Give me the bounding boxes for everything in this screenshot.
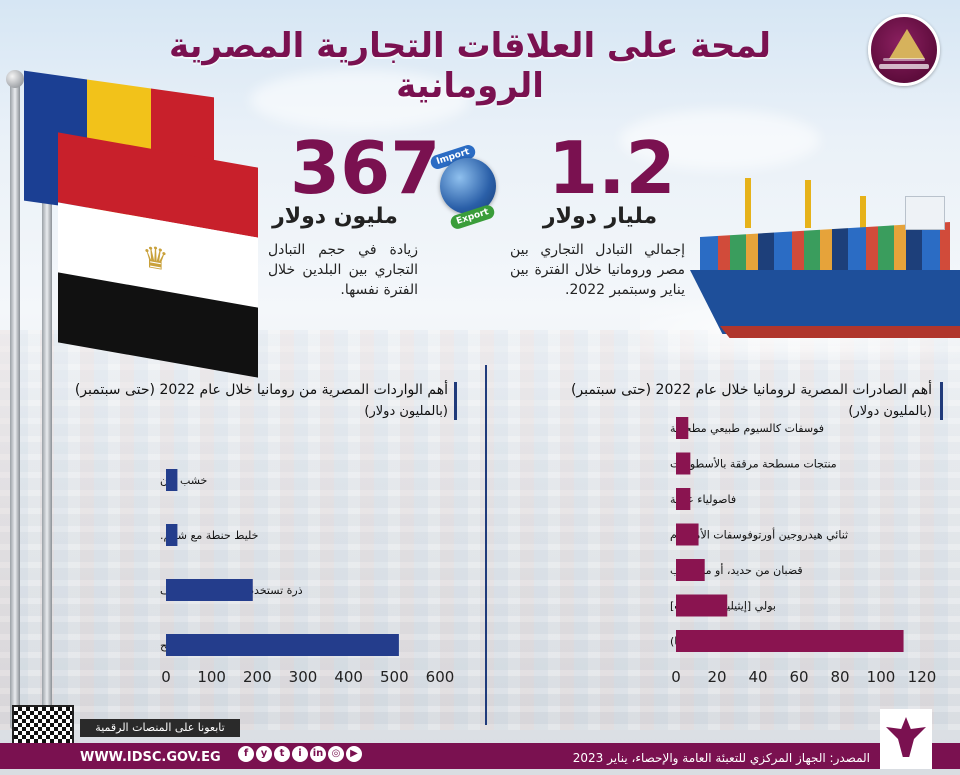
bar-label: منتجات مسطحة مرققة بالأسطوانات	[670, 457, 837, 471]
bar	[676, 417, 689, 439]
ship-hull	[690, 270, 960, 334]
exports-chart-title: أهم الصادرات المصرية لرومانيا خلال عام 2…	[570, 382, 932, 398]
social-icon[interactable]: ▶	[346, 746, 362, 762]
x-tick-label: 40	[748, 668, 767, 686]
crane-icon	[805, 180, 811, 228]
x-tick-label: 0	[671, 668, 681, 686]
exports-title-bar	[940, 382, 943, 420]
increase-desc: زيادة في حجم التبادل التجاري بين البلدين…	[268, 242, 418, 298]
website-link[interactable]: WWW.IDSC.GOV.EG	[80, 750, 221, 765]
ship-hull-waterline	[720, 326, 960, 338]
bar	[676, 452, 691, 475]
bar	[166, 579, 253, 601]
exports-chart: فوسفات كالسيوم طبيعي مطحونة منتجات مسطحة …	[670, 417, 937, 686]
bar-label: ثنائي هيدروجين أورتوفوسفات الأمونيوم	[670, 528, 848, 542]
port-background	[0, 330, 960, 730]
capmas-logo	[880, 709, 932, 769]
social-icon[interactable]: t	[274, 746, 290, 762]
logo-text-line	[879, 64, 929, 69]
source-text: المصدر: الجهاز المركزي للتعبئة العامة وا…	[572, 751, 870, 765]
x-tick-label: 100	[197, 668, 226, 686]
bar	[676, 523, 699, 546]
bar	[166, 524, 178, 546]
x-tick-label: 120	[908, 668, 937, 686]
total-trade-desc: إجمالي التبادل التجاري بين مصر ورومانيا …	[510, 242, 685, 298]
imports-title-bar	[454, 382, 457, 420]
flag-pole-knob	[6, 70, 24, 88]
x-tick-label: 100	[867, 668, 896, 686]
bar-label: فوسفات كالسيوم طبيعي مطحونة	[670, 422, 824, 435]
pyramid-icon	[889, 29, 925, 59]
bar	[676, 559, 705, 581]
flag-pole	[10, 80, 20, 730]
bar	[676, 488, 691, 510]
social-icon[interactable]: y	[256, 746, 272, 762]
x-tick-label: 80	[830, 668, 849, 686]
imports-chart-subtitle: (بالمليون دولار)	[364, 404, 448, 419]
cloud	[250, 70, 470, 130]
social-icon[interactable]: ◎	[328, 746, 344, 762]
crane-icon	[860, 196, 866, 232]
flag-pole	[42, 150, 52, 730]
x-tick-label: 60	[789, 668, 808, 686]
increase-value: 367	[290, 126, 441, 210]
panel-divider	[485, 365, 487, 725]
increase-unit: مليون دولار	[272, 204, 398, 229]
egypt-flag: ♛	[58, 132, 258, 378]
social-icon[interactable]: i	[292, 746, 308, 762]
total-trade-unit: مليار دولار	[542, 204, 658, 229]
ship-bridge	[905, 196, 945, 230]
x-tick-label: 400	[334, 668, 363, 686]
cloud	[620, 110, 820, 170]
crane-icon	[745, 178, 751, 228]
social-icon[interactable]: f	[238, 746, 254, 762]
imports-chart-title: أهم الواردات المصرية من رومانيا خلال عام…	[74, 382, 448, 398]
eagle-icon	[886, 717, 926, 757]
x-tick-label: 500	[380, 668, 409, 686]
total-trade-value: 1.2	[548, 126, 676, 210]
idsc-logo	[868, 14, 940, 86]
eagle-icon: ♛	[142, 239, 169, 279]
bar	[166, 469, 178, 491]
x-tick-label: 0	[161, 668, 171, 686]
bar	[676, 630, 904, 652]
bar-label: خليط حنطة مع شيلم.	[160, 529, 258, 542]
x-tick-label: 300	[289, 668, 318, 686]
exports-chart-subtitle: (بالمليون دولار)	[848, 404, 932, 419]
social-icon[interactable]: in	[310, 746, 326, 762]
x-tick-label: 200	[243, 668, 272, 686]
logo-text-line	[883, 58, 925, 61]
bar	[166, 634, 399, 656]
page-title: لمحة على العلاقات التجارية المصرية الروم…	[169, 26, 771, 106]
x-tick-label: 20	[707, 668, 726, 686]
follow-us-label: تابعونا على المنصات الرقمية	[80, 719, 240, 737]
footer-bar	[0, 743, 960, 769]
x-tick-label: 600	[426, 668, 455, 686]
bar	[676, 594, 728, 617]
